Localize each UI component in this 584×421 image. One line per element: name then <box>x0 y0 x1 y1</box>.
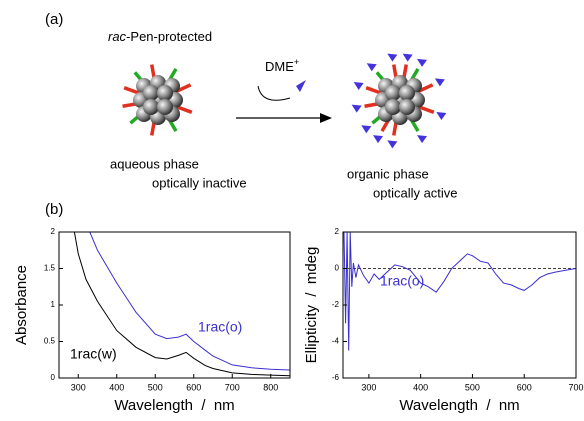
y-tick-label: 0 <box>51 373 56 382</box>
x-tick-label: 600 <box>186 382 201 392</box>
dme <box>352 105 362 113</box>
y-tick-label: 0 <box>335 264 340 273</box>
x-tick-label: 700 <box>225 382 240 392</box>
dme <box>436 112 446 120</box>
caption: organic phase <box>347 166 429 181</box>
atom <box>385 85 401 101</box>
x-tick-label: 600 <box>517 382 532 392</box>
x-tick-label: 800 <box>263 382 278 392</box>
charts: 1rac(w) 1rac(o) 300 400 500 600 700 800 0 0.5 1 1.5… <box>13 227 584 414</box>
panel-label: (b) <box>45 201 63 218</box>
series-label: 1rac(o) <box>198 319 242 335</box>
dme <box>354 82 364 90</box>
reagent-charge: + <box>294 57 299 67</box>
y-tick-label: 2 <box>335 227 340 236</box>
caption: optically inactive <box>152 175 247 190</box>
dme <box>387 54 397 62</box>
series-label: 1rac(o) <box>380 273 424 289</box>
y-tick-label: 0.5 <box>44 337 56 346</box>
y-tick-label: 1.5 <box>44 264 56 273</box>
reagent: DME+ <box>265 57 299 74</box>
x-tick-label: 700 <box>568 382 583 392</box>
x-tick-label: 400 <box>413 382 428 392</box>
caption: aqueous phase <box>110 156 199 171</box>
title-rest: -Pen-protected <box>126 29 212 44</box>
dme <box>373 135 383 143</box>
dme-icon <box>296 80 306 92</box>
x-axis-title: Wavelength / nm <box>399 397 519 414</box>
y-tick-label: -4 <box>332 337 340 346</box>
figure: (a) rac-Pen-protected DME+ aqueous phase… <box>0 0 584 416</box>
arrow-head <box>320 113 332 123</box>
y-axis-title: Absorbance <box>13 265 30 345</box>
y-tick-label: -2 <box>332 300 340 309</box>
reagent-name: DME <box>265 59 294 74</box>
y-tick-label: 2 <box>51 227 56 236</box>
left-title: rac-Pen-protected <box>108 29 212 44</box>
dme <box>417 135 427 143</box>
atom <box>143 85 159 101</box>
atom <box>157 99 173 115</box>
dme <box>361 125 371 133</box>
series-label: 1rac(w) <box>70 346 117 362</box>
y-tick-label: 1 <box>51 300 56 309</box>
series-line <box>344 232 576 351</box>
series-line <box>90 232 290 370</box>
plot-frame <box>343 232 576 378</box>
dme <box>417 59 427 67</box>
atom <box>157 85 173 101</box>
atom <box>399 99 415 115</box>
x-tick-label: 500 <box>465 382 480 392</box>
atom <box>385 99 401 115</box>
dme <box>435 78 445 86</box>
x-tick-label: 400 <box>109 382 124 392</box>
x-tick-label: 300 <box>71 382 86 392</box>
x-tick-label: 500 <box>148 382 163 392</box>
x-tick-label: 300 <box>361 382 376 392</box>
title-italic: rac <box>108 29 127 44</box>
x-axis-title: Wavelength / nm <box>114 397 234 414</box>
panel-label: (a) <box>45 11 63 28</box>
dme <box>403 54 413 62</box>
y-tick-label: -6 <box>332 373 340 382</box>
dme <box>367 63 377 71</box>
dme <box>387 140 397 148</box>
atom <box>143 99 159 115</box>
caption: optically active <box>373 185 458 200</box>
curved-arrow <box>258 86 290 100</box>
y-axis-title: Ellipticity / mdeg <box>303 247 320 364</box>
atom <box>399 85 415 101</box>
